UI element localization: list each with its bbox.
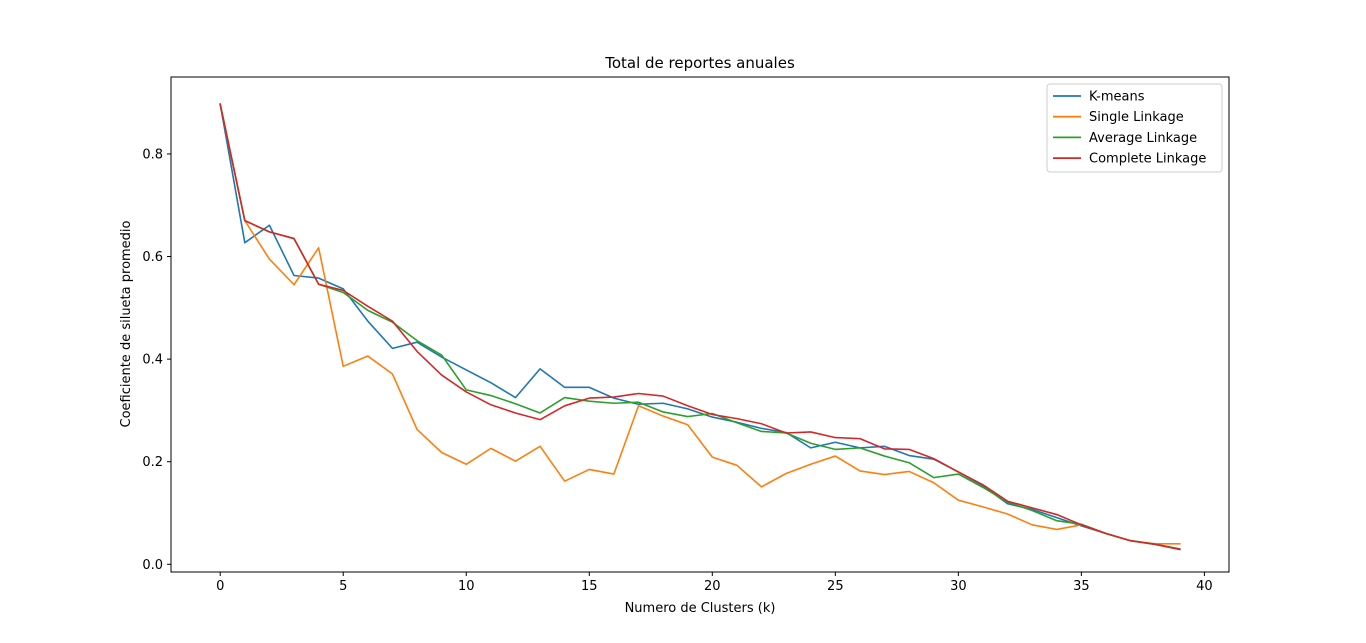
x-axis-label: Numero de Clusters (k) [625,601,776,616]
y-tick-label: 0.6 [142,250,163,265]
legend-label-k-means: K-means [1089,90,1145,105]
legend-label-average-linkage: Average Linkage [1089,131,1197,146]
y-tick-label: 0.4 [142,353,163,368]
series-line-average-linkage [219,103,1181,551]
x-tick-label: 15 [581,579,598,594]
x-tick-label: 25 [827,579,844,594]
x-tick-label: 20 [704,579,721,594]
axes-frame [170,76,1230,573]
legend-label-complete-linkage: Complete Linkage [1089,152,1206,167]
series-line-single-linkage [219,103,1181,545]
x-tick-label: 5 [339,579,347,594]
x-tick-label: 0 [216,579,224,594]
series-line-complete-linkage [219,103,1181,551]
y-tick-label: 0.0 [142,558,163,573]
y-axis-label: Coeficiente de silueta promedio [119,220,134,427]
y-tick-label: 0.8 [142,147,163,162]
x-tick-label: 40 [1196,579,1213,594]
x-tick-label: 30 [950,579,967,594]
legend-box [1046,83,1223,173]
y-tick-label: 0.2 [142,455,163,470]
plot-area: 0 5 10 15 20 25 30 35 40 0.0 0.2 0.4 0.6 0.8 K-means Si… [142,76,1230,594]
x-tick-label: 10 [458,579,475,594]
legend-label-single-linkage: Single Linkage [1089,110,1184,125]
chart-title: Total de reportes anuales [604,54,795,72]
x-tick-label: 35 [1073,579,1090,594]
